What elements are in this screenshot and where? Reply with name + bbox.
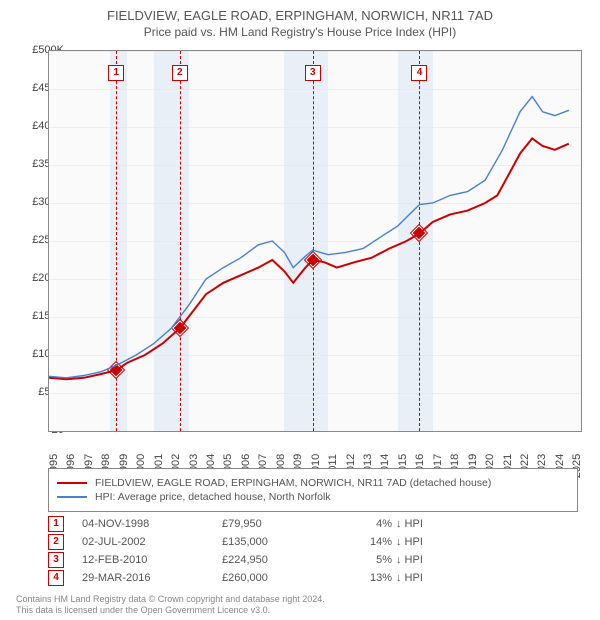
sales-row: 3 12-FEB-2010£224,9505% ↓ HPI bbox=[48, 552, 578, 568]
title-block: FIELDVIEW, EAGLE ROAD, ERPINGHAM, NORWIC… bbox=[0, 0, 600, 39]
sales-row-marker: 3 bbox=[48, 552, 64, 568]
sales-row-price: £135,000 bbox=[222, 536, 332, 548]
footer: Contains HM Land Registry data © Crown c… bbox=[16, 594, 325, 616]
legend-label-red: FIELDVIEW, EAGLE ROAD, ERPINGHAM, NORWIC… bbox=[95, 477, 491, 489]
sales-row-price: £224,950 bbox=[222, 554, 332, 566]
footer-line2: This data is licensed under the Open Gov… bbox=[16, 605, 325, 616]
chart-plot-area: 1234 bbox=[48, 50, 582, 432]
sales-row-date: 04-NOV-1998 bbox=[82, 518, 222, 530]
chart-title: FIELDVIEW, EAGLE ROAD, ERPINGHAM, NORWIC… bbox=[0, 8, 600, 23]
sales-row-date: 02-JUL-2002 bbox=[82, 536, 222, 548]
sales-row: 2 02-JUL-2002£135,00014% ↓ HPI bbox=[48, 534, 578, 550]
sales-row-hpi: ↓ HPI bbox=[392, 518, 423, 530]
sales-row-price: £79,950 bbox=[222, 518, 332, 530]
sales-row-diff: 13% bbox=[332, 572, 392, 584]
sales-row-diff: 4% bbox=[332, 518, 392, 530]
legend-box: FIELDVIEW, EAGLE ROAD, ERPINGHAM, NORWIC… bbox=[48, 468, 578, 512]
sales-row-marker: 2 bbox=[48, 534, 64, 550]
sales-table: 104-NOV-1998£79,9504% ↓ HPI202-JUL-2002£… bbox=[48, 514, 578, 588]
series-svg bbox=[49, 51, 581, 431]
chart-subtitle: Price paid vs. HM Land Registry's House … bbox=[0, 25, 600, 39]
legend-line-blue bbox=[57, 496, 87, 498]
sales-row-date: 29-MAR-2016 bbox=[82, 572, 222, 584]
legend-line-red bbox=[57, 482, 87, 484]
sales-row-diff: 5% bbox=[332, 554, 392, 566]
sales-row-hpi: ↓ HPI bbox=[392, 536, 423, 548]
sales-row-diff: 14% bbox=[332, 536, 392, 548]
legend-row-red: FIELDVIEW, EAGLE ROAD, ERPINGHAM, NORWIC… bbox=[57, 477, 569, 489]
legend-row-blue: HPI: Average price, detached house, Nort… bbox=[57, 491, 569, 503]
series-line-red bbox=[49, 138, 569, 379]
footer-line1: Contains HM Land Registry data © Crown c… bbox=[16, 594, 325, 605]
sales-row-price: £260,000 bbox=[222, 572, 332, 584]
legend-label-blue: HPI: Average price, detached house, Nort… bbox=[95, 491, 331, 503]
sales-row-date: 12-FEB-2010 bbox=[82, 554, 222, 566]
sales-row-marker: 4 bbox=[48, 570, 64, 586]
sales-row: 4 29-MAR-2016£260,00013% ↓ HPI bbox=[48, 570, 578, 586]
sales-row-hpi: ↓ HPI bbox=[392, 554, 423, 566]
sales-row: 1 04-NOV-1998£79,9504% ↓ HPI bbox=[48, 516, 578, 532]
page-container: FIELDVIEW, EAGLE ROAD, ERPINGHAM, NORWIC… bbox=[0, 0, 600, 620]
series-line-blue bbox=[49, 97, 569, 378]
sales-row-marker: 1 bbox=[48, 516, 64, 532]
sales-row-hpi: ↓ HPI bbox=[392, 572, 423, 584]
